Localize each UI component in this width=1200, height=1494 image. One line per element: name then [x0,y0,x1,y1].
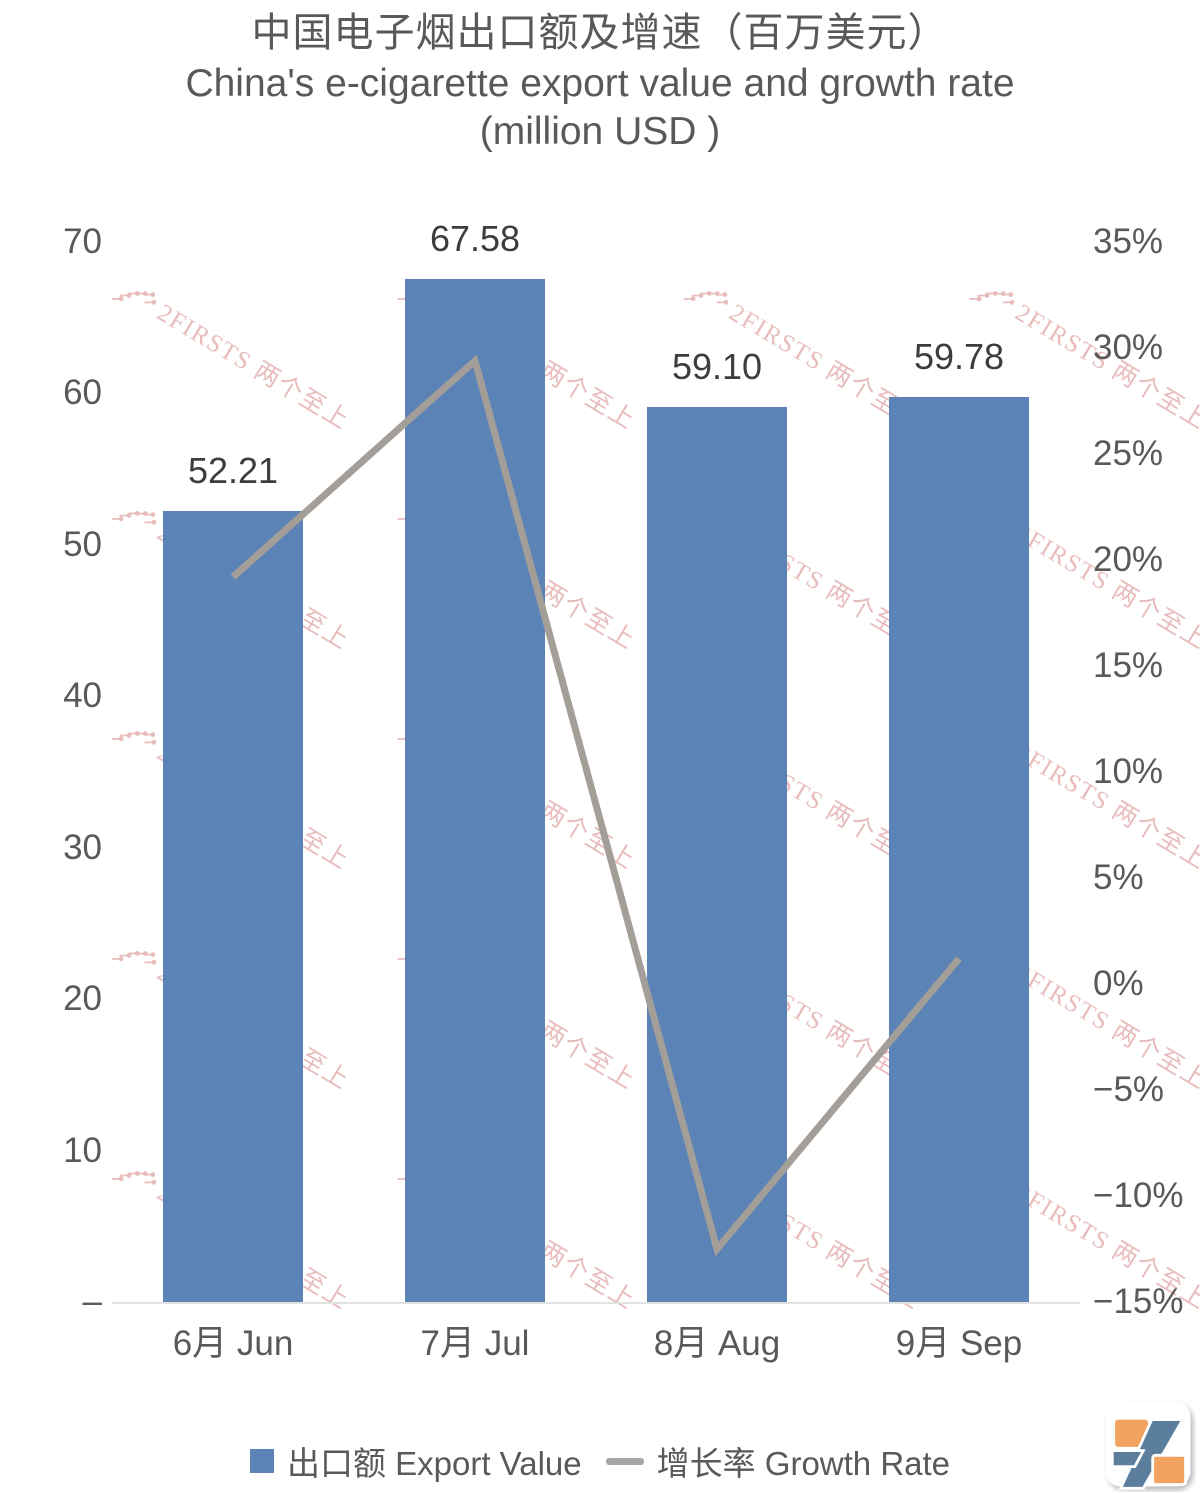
chart-title: 中国电子烟出口额及增速（百万美元） China's e-cigarette ex… [0,8,1200,155]
x-axis-label: 8月 Aug [653,1324,781,1363]
right-axis-tick: 25% [1093,434,1164,473]
watermark-3-0: 2FIRSTS 两个至上 [109,928,357,1097]
watermark-0-2: 2FIRSTS 两个至上 [681,268,929,437]
watermark-0-0: 2FIRSTS 两个至上 [109,268,357,437]
left-axis-tick: 40 [63,676,102,716]
watermark-4-0: 2FIRSTS 两个至上 [109,1148,357,1317]
right-axis-tick: −15% [1093,1282,1184,1321]
watermark-spray-icon [111,290,157,305]
legend-square-icon [249,1449,274,1473]
legend-label: 增长率 Growth Rate [656,1445,951,1482]
left-axis-tick: 10 [63,1130,102,1170]
watermark-1-0: 2FIRSTS 两个至上 [109,488,357,657]
watermark-spray-icon [969,290,1015,305]
2firsts-logo [1105,1401,1191,1490]
right-axis-tick: −5% [1093,1070,1165,1109]
watermark-spray-icon [111,510,157,525]
watermark-0-3: 2FIRSTS 两个至上 [967,268,1200,437]
legend: 出口额 Export Value 增长率 Growth Rate [0,1437,1200,1485]
left-axis-tick: 20 [63,979,102,1019]
right-axis-tick: 10% [1093,752,1164,791]
left-axis-tick: – [82,1282,102,1321]
bar-value-label: 59.10 [671,346,763,388]
watermark-spray-icon [683,290,729,305]
x-axis-line [112,1302,1080,1304]
right-axis-tick: 20% [1093,540,1164,579]
left-axis-tick: 50 [63,524,102,564]
legend-item-1: 增长率 Growth Rate [605,1437,951,1485]
right-axis-tick: 0% [1093,964,1144,1003]
left-axis-tick: 30 [63,827,102,867]
left-axis-tick: 70 [63,222,102,261]
right-axis-tick: 30% [1093,328,1164,367]
x-axis-label: 6月 Jun [172,1324,294,1363]
right-axis-tick: −10% [1093,1176,1184,1215]
legend-item-0: 出口额 Export Value [249,1437,582,1485]
right-axis-tick: 5% [1093,858,1144,897]
legend-dash-icon [605,1457,644,1465]
bar-value-label: 67.58 [429,217,521,259]
watermark-2-0: 2FIRSTS 两个至上 [109,708,357,877]
right-axis-tick: 35% [1093,222,1164,261]
chart-title-en: China's e-cigarette export value and gro… [185,62,1015,153]
x-axis-label: 9月 Sep [895,1324,1023,1363]
bar-value-label: 52.21 [187,450,279,492]
chart-title-zh: 中国电子烟出口额及增速（百万美元） [251,11,949,55]
legend-label: 出口额 Export Value [286,1445,582,1482]
watermark-spray-icon [111,730,157,745]
x-axis-label: 7月 Jul [420,1324,530,1363]
watermark-spray-icon [111,1170,157,1185]
left-axis-tick: 60 [63,373,102,413]
bar-value-label: 59.78 [913,335,1005,377]
watermark-spray-icon [111,950,157,965]
right-axis-tick: 15% [1093,646,1164,685]
